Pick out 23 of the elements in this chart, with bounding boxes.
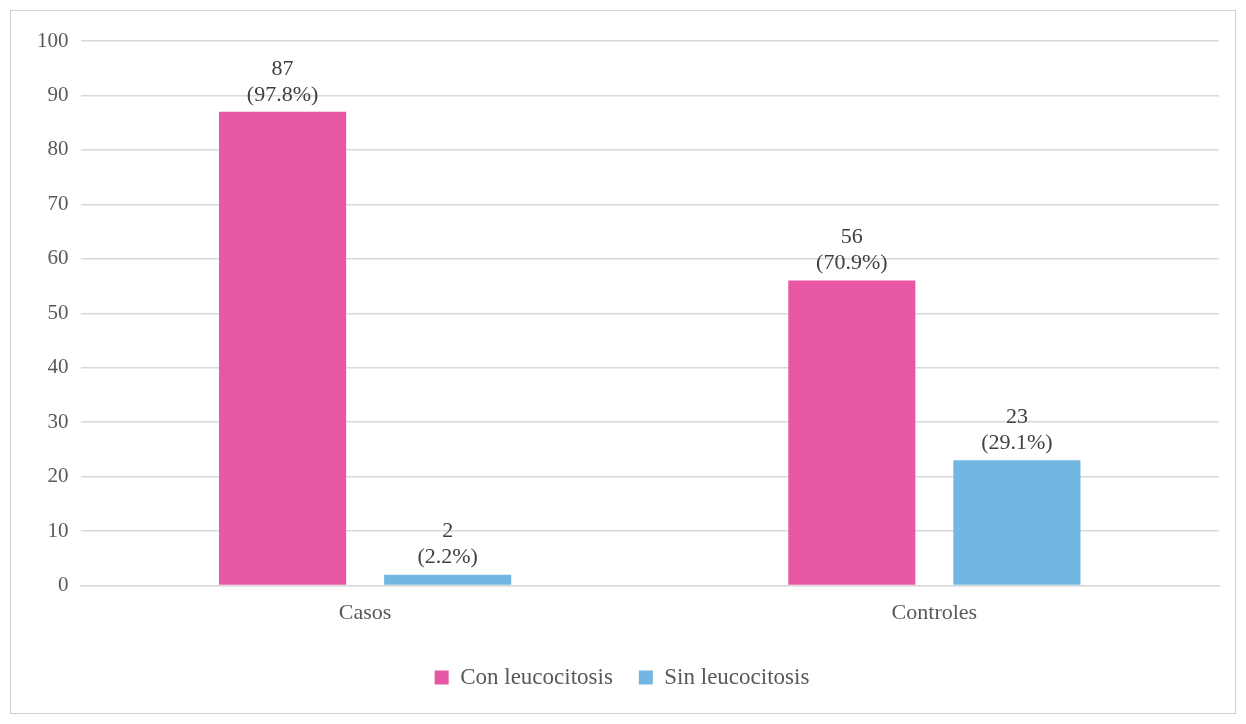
x-tick-label: Casos	[338, 598, 392, 624]
bar	[953, 460, 1081, 585]
y-tick-label: 70	[47, 190, 69, 215]
y-tick-label: 100	[37, 27, 69, 52]
data-label: 87 (97.8%)	[246, 54, 319, 106]
data-label: 56 (70.9%)	[816, 223, 888, 275]
bar	[788, 280, 916, 585]
y-tick-label: 60	[47, 245, 69, 270]
y-tick-label: 30	[47, 408, 69, 433]
legend-label: Sin leucocitosis	[664, 663, 810, 689]
bar	[384, 574, 512, 585]
y-tick-label: 0	[58, 572, 69, 597]
legend-label: Con leucocitosis	[460, 663, 613, 689]
y-tick-label: 50	[47, 299, 69, 324]
data-label: 23 (29.1%)	[981, 403, 1053, 455]
y-tick-label: 10	[47, 517, 69, 542]
x-tick-label: Controles	[891, 598, 978, 624]
y-tick-label: 80	[47, 136, 69, 161]
y-tick-label: 20	[47, 463, 69, 488]
bar	[219, 111, 347, 585]
y-tick-label: 90	[47, 81, 69, 106]
y-tick-label: 40	[47, 354, 69, 379]
data-label: 2 (2.2%)	[417, 517, 478, 569]
